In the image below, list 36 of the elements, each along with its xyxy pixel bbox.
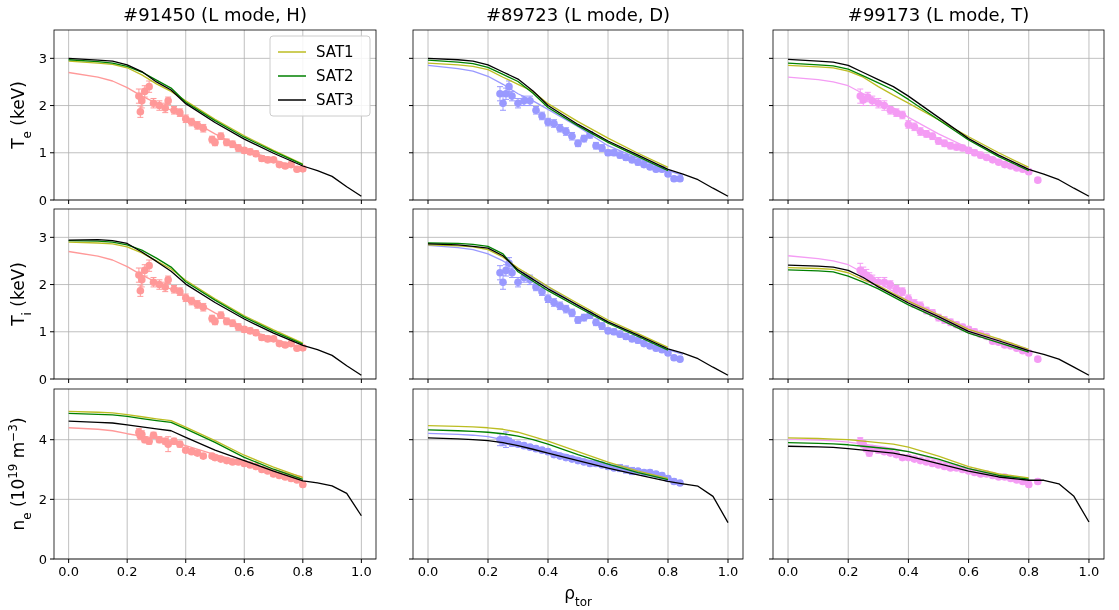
legend-label: SAT2	[316, 67, 354, 86]
x-tick-label: 1.0	[351, 564, 372, 579]
x-axis-title: ρ$_{tor}$	[564, 583, 592, 609]
legend-label: SAT1	[316, 43, 354, 62]
y-tick-label: 0	[38, 192, 47, 208]
x-tick-label: 0.6	[233, 564, 255, 579]
x-tick-label: 1.0	[717, 564, 739, 579]
x-tick-label: 0.4	[898, 564, 919, 579]
y-tick-label: 2	[38, 98, 47, 114]
x-tick-label: 0.0	[777, 564, 799, 579]
x-tick-label: 0.0	[417, 564, 439, 579]
x-tick-label: 0.8	[292, 564, 314, 579]
y-tick-label: 2	[38, 277, 47, 293]
x-tick-label: 0.2	[837, 564, 859, 579]
x-tick-label: 1.0	[1078, 564, 1100, 579]
x-tick-label: 0.2	[116, 564, 138, 579]
x-tick-label: 0.6	[597, 564, 619, 579]
y-tick-label: 0	[38, 551, 47, 567]
y-tick-label: 3	[38, 229, 47, 245]
x-tick-label: 0.4	[537, 564, 559, 579]
x-tick-label: 0.8	[657, 564, 679, 579]
y-tick-label: 3	[38, 50, 47, 66]
x-tick-label: 0.2	[477, 564, 499, 579]
x-tick-label: 0.6	[958, 564, 979, 579]
y-tick-label: 1	[38, 145, 47, 161]
y-tick-label: 2	[38, 491, 47, 507]
y-tick-label: 0	[38, 371, 47, 387]
chart-title: #91450 (L mode, H)	[123, 4, 307, 25]
x-tick-label: 0.4	[175, 564, 197, 579]
x-tick-label: 0.8	[1018, 564, 1040, 579]
legend-label: SAT3	[316, 91, 354, 110]
chart-title: #89723 (L mode, D)	[485, 4, 671, 25]
x-tick-label: 0.0	[58, 564, 79, 579]
y-tick-label: 1	[38, 324, 47, 340]
chart-title: #99173 (L mode, T)	[847, 4, 1030, 25]
y-tick-label: 4	[38, 432, 47, 448]
